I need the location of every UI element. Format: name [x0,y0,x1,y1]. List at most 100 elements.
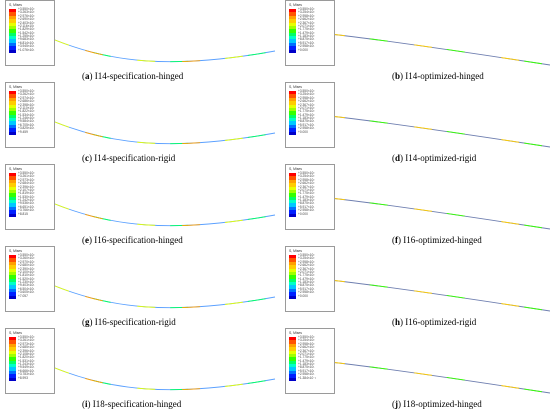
legend-value: +3.550×10² [298,335,315,339]
panel-name: I16-specification-hinged [94,235,183,245]
beam-deformation-plot [54,285,276,309]
beam-contour-segment [54,367,276,391]
legend-value: +2.390×10² [18,266,35,271]
legend-value: +1.246×10² [18,116,35,120]
legend-color-bar [289,255,296,299]
legend-swatch [289,36,296,40]
legend-swatch [289,176,296,180]
legend-value: +1.479×10² [298,112,315,117]
legend-swatch [9,210,16,214]
legend-swatch [9,360,16,364]
figure-panel-i: S, Mises +3.550×10² +3.261×10² +2.973×10² +2… [0,328,276,410]
legend-swatch [289,29,296,33]
beam-contour-segment [329,197,550,230]
legend-value: +2.662×10² [298,263,315,268]
legend-swatch [9,357,16,361]
legend-value: +8.875×10¹ [298,283,315,288]
legend-swatch [9,374,16,378]
figure-panel-d: S, Mises +3.550×10² +3.254×10² +2.958×10² +2… [275,82,550,164]
legend-swatch [289,97,296,102]
legend-swatch [289,15,296,20]
legend-title: S, Mises [9,167,22,171]
legend-value: +5.917×10¹ [298,286,315,291]
panel-letter: d [395,153,401,163]
legend-title: S, Mises [9,331,22,335]
panel-letter: b [395,71,401,81]
panel-letter: i [85,399,88,409]
legend-swatch [9,111,16,115]
legend-value: +6.705×10¹ [18,122,35,127]
legend-value: +2.685×10² [18,345,35,350]
legend-values: +3.550×10² +3.254×10² +2.958×10² +2.662×10²… [298,171,315,216]
beam-contour-segment [54,121,276,145]
legend-value: +1.183×10² [298,280,315,284]
legend-color-bar [9,91,16,135]
legend-value: +1.479×10² [298,194,315,199]
beam-deformation-plot [329,115,550,148]
legend-swatch [9,196,16,200]
legend-swatch [9,343,16,348]
legend-swatch [289,186,296,190]
legend-values: +3.550×10² +3.254×10² +2.958×10² +2.662×10²… [298,89,315,134]
legend-title: S, Mises [289,85,302,89]
legend-value: +2.107×10² [18,187,35,192]
panel-name: I16-specification-rigid [94,317,176,327]
legend-swatch [289,173,296,177]
legend-swatch [289,258,296,262]
legend-value: +8.875×10¹ [298,365,315,370]
legend-swatch [9,377,16,381]
legend-swatch [289,25,296,30]
legend-value: +2.958×10¹ [298,290,315,295]
legend-swatch [9,97,16,102]
panel-letter: a [85,71,90,81]
legend-value: +0.000 [298,129,308,134]
legend-title: S, Mises [9,249,22,253]
legend-swatch [9,42,16,47]
panel-name: I14-optimized-hinged [405,71,484,81]
legend-swatch [9,189,16,194]
legend-swatch [9,265,16,269]
legend-value: +1.534×10² [18,112,35,117]
legend-value: +3.550×10² [18,335,35,339]
legend-color-bar [9,337,16,381]
legend-swatch [9,25,16,30]
legend-swatch [289,265,296,269]
legend-value: +1.243×10² [18,362,35,366]
legend-swatch [289,206,296,211]
figure-panel-j: S, Mises +3.550×10² +3.254×10² +2.958×10² +2… [275,328,550,410]
legend-swatch [289,111,296,115]
legend-value: +1.183×10² [298,116,315,120]
legend-value: +2.686×10² [18,99,35,104]
panel-name: I14-optimized-rigid [405,153,477,163]
legend-value: +9.536×10¹ [18,201,35,206]
legend-swatch [9,261,16,266]
legend-value: +3.254×10² [298,10,315,15]
legend-values: +3.550×10² +3.263×10² +2.976×10² +2.690×10²… [18,7,34,52]
legend-swatch [9,255,16,259]
legend-value: +1.530×10² [18,194,35,199]
beam-contour-segment [329,279,550,312]
legend-swatch [289,350,296,354]
legend-value: +2.367×10² [298,102,315,107]
figure-panel-b: S, Mises +3.550×10² +3.254×10² +2.958×10² +2… [275,0,550,82]
panel-caption: (g) I16-specification-rigid [82,317,176,327]
legend-value: +1.775×10² [298,191,315,196]
legend-values: +3.550×10² +3.254×10² +2.958×10² +2.662×10²… [298,7,315,52]
legend-value: +2.108×10² [18,351,35,356]
legend-title: S, Mises [289,249,302,253]
legend-swatch [9,340,16,344]
legend-swatch [9,213,16,217]
legend-value: +2.958×10¹ [298,372,315,377]
beam-deformation-plot [329,197,550,230]
legend-color-bar [9,9,16,53]
legend-color-bar [289,9,296,53]
legend-value: +2.367×10² [298,20,315,25]
stress-legend: S, Mises +3.550×10² +3.261×10² +2.973×10² +2… [5,328,55,394]
panel-letter: g [85,317,90,327]
legend-title: S, Mises [9,85,22,89]
legend-swatch [289,128,296,132]
legend-swatch [289,32,296,36]
figure-panel-c: S, Mises +3.550×10² +3.262×10² +2.974×10² +2… [0,82,276,164]
legend-swatch [9,22,16,26]
legend-value: +3.550×10² [298,7,315,11]
